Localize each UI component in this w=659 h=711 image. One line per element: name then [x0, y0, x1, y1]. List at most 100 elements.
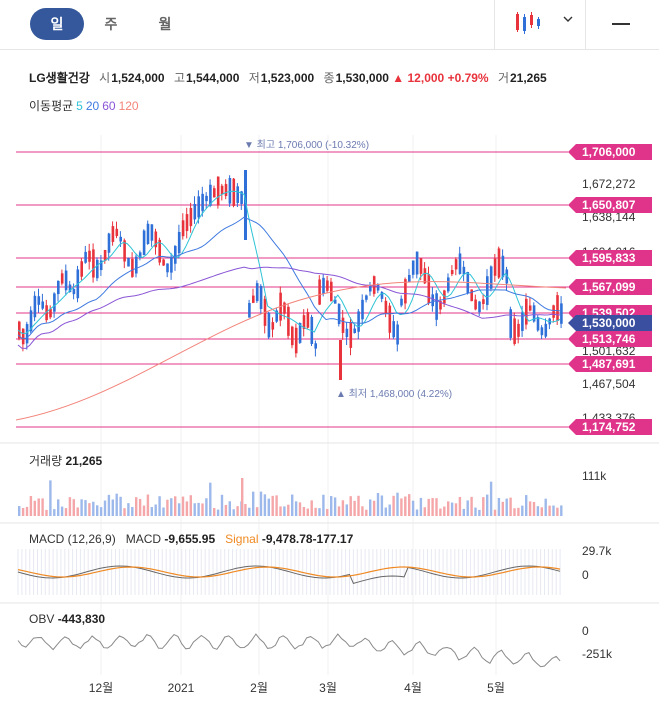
volume-bar [267, 498, 270, 516]
moving-average-legend: 이동평균 5 20 60 120 [29, 97, 142, 114]
volume-bar [263, 494, 267, 516]
candle-body [57, 280, 60, 295]
x-axis-label: 2021 [168, 681, 195, 695]
candle-body [482, 299, 485, 305]
candle-body [341, 317, 345, 333]
candle-body [205, 195, 208, 202]
volume-bar [345, 504, 348, 516]
candle-body [552, 305, 555, 318]
candle-body [123, 240, 126, 262]
volume-bar [45, 509, 48, 516]
x-axis-label: 3월 [319, 681, 337, 695]
volume-bar [49, 480, 52, 516]
volume-bar [517, 507, 520, 516]
volume-bar [84, 500, 87, 516]
candle-body [142, 230, 146, 256]
signal-value: -9,478.78 [261, 532, 313, 546]
volume-bar [474, 507, 477, 516]
tab-weekly[interactable]: 주 [104, 16, 118, 32]
candle-body [49, 308, 52, 318]
price-level-label: 1,706,000 [582, 145, 636, 159]
candle-body [540, 327, 544, 336]
candle-body [18, 321, 21, 339]
volume-bar [170, 498, 173, 516]
volume-bar [544, 498, 547, 516]
candle-body [489, 266, 493, 289]
volume-bar [478, 509, 481, 516]
tab-daily[interactable]: 일 [30, 8, 84, 40]
volume-bar [306, 508, 309, 516]
volume-bar [548, 505, 551, 516]
volume-bar [447, 501, 450, 516]
volume-bar [111, 499, 114, 516]
candle-body [493, 258, 497, 276]
volume-bar [314, 507, 317, 516]
volume-bar [560, 505, 563, 516]
obv-title: OBV [29, 612, 55, 626]
volume-bar [259, 491, 263, 516]
volume-bar [482, 497, 485, 516]
volume-bar [470, 496, 473, 516]
volume-bar [271, 495, 274, 516]
low-value: 1,523,000 [260, 71, 315, 85]
tab-monthly[interactable]: 월 [158, 16, 172, 32]
x-axis-label: 5월 [487, 681, 505, 695]
change-value: ▲ 12,000 [392, 71, 445, 85]
menu-icon[interactable] [612, 20, 632, 30]
candle-body [115, 228, 119, 237]
candle-body [396, 324, 399, 345]
volume-bar [462, 508, 465, 516]
obv-panel-label: OBV -443,830 [29, 612, 105, 626]
candle-body [376, 284, 380, 291]
volume-bar [466, 500, 469, 516]
volume-bar [501, 501, 504, 516]
macd-tick-label: 29.7k [582, 544, 612, 558]
ma-60: 60 [102, 99, 116, 113]
candle-body [408, 274, 411, 282]
volume-bar [209, 482, 212, 516]
macd-hist-value: -177.17 [312, 532, 354, 546]
chart-type-selector[interactable] [494, 0, 586, 50]
volume-bar [326, 508, 329, 516]
volume-bar [142, 505, 146, 516]
volume-bar [450, 502, 454, 516]
volume-bar [505, 498, 508, 516]
candle-body [478, 301, 481, 313]
macd-title: MACD (12,26,9) [29, 532, 116, 546]
ma20-line [17, 216, 561, 339]
price-level-badge [568, 197, 652, 213]
macd-name: MACD [125, 532, 162, 546]
price-level-label: 1,174,752 [582, 420, 636, 434]
candle-body [556, 295, 559, 321]
volume-bar [341, 500, 345, 516]
volume-bar [60, 506, 64, 516]
candlestick-icon [516, 12, 573, 34]
volume-bar [521, 505, 524, 516]
volume-bar [454, 503, 458, 516]
price-level-label: 1,487,691 [582, 357, 636, 371]
candle-body [388, 305, 392, 333]
candle-body [339, 340, 342, 380]
candle-body [25, 324, 29, 344]
volume-bar [497, 497, 501, 516]
volume-bar [154, 504, 157, 516]
volume-bar [224, 504, 228, 516]
volume-bar [127, 503, 130, 516]
candle-body [345, 328, 349, 338]
volume-bar [353, 500, 356, 516]
candle-body [64, 270, 68, 291]
volume-bar [283, 506, 286, 516]
quote-summary: LG생활건강 시1,524,000 고1,544,000 저1,523,000 … [29, 69, 547, 86]
volume-bar [92, 501, 95, 516]
candle-body [380, 291, 384, 299]
candle-body [170, 257, 173, 273]
candle-body [189, 207, 193, 227]
volume-bar [365, 509, 368, 516]
candle-body [291, 326, 294, 346]
candle-body [138, 252, 142, 259]
volume-bar [72, 499, 75, 516]
close-value: 1,530,000 [335, 71, 389, 85]
volume-bar [21, 508, 25, 516]
volume-bar [302, 507, 306, 516]
